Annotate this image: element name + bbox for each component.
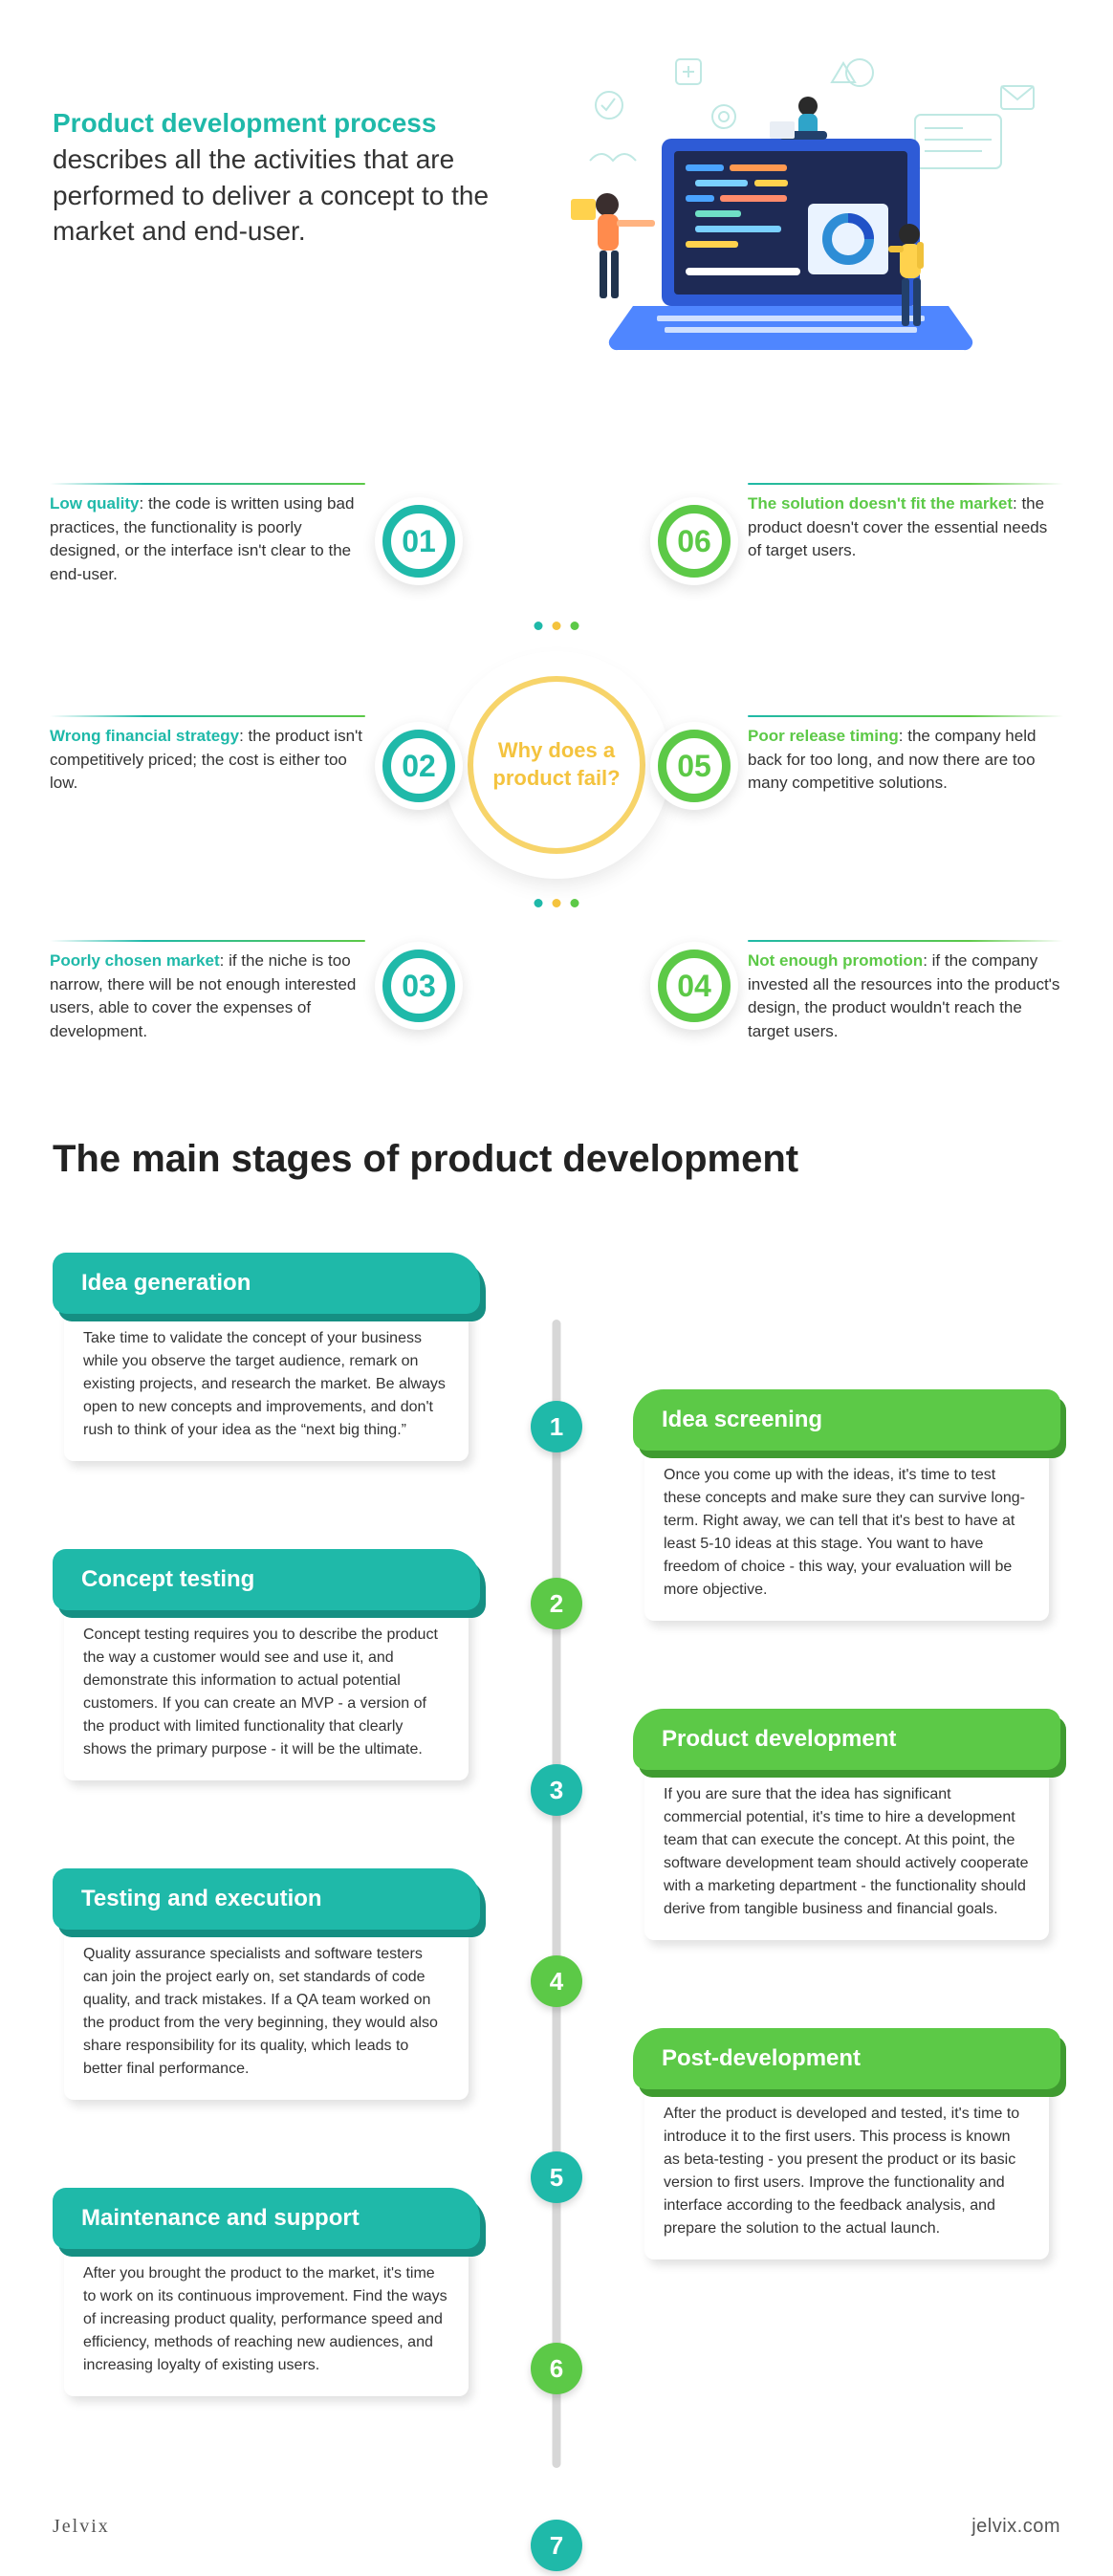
- fail-lead: Poorly chosen market: [50, 951, 220, 970]
- fail-item-01: Low quality: the code is written using b…: [50, 480, 365, 587]
- center-question: Why does a product fail?: [456, 665, 657, 865]
- fail-item-06: The solution doesn't fit the market: the…: [748, 480, 1063, 563]
- fail-lead: The solution doesn't fit the market: [748, 494, 1013, 513]
- fail-badge-02: 02: [375, 722, 463, 810]
- fail-lead: Not enough promotion: [748, 951, 923, 970]
- stage-body: Quality assurance specialists and softwa…: [64, 1922, 469, 2100]
- stage-n: 4: [550, 1967, 563, 1997]
- stage-n: 5: [550, 2163, 563, 2193]
- dots-bottom: [535, 899, 579, 907]
- fail-num: 03: [402, 969, 436, 1004]
- hero-text: Product development process describes al…: [53, 48, 512, 250]
- stage-num-4: 4: [531, 1955, 582, 2007]
- fail-num: 06: [677, 524, 711, 559]
- fail-badge-03: 03: [375, 942, 463, 1030]
- fail-num: 05: [677, 749, 711, 784]
- fail-item-02: Wrong financial strategy: the product is…: [50, 712, 365, 796]
- stage-n: 3: [550, 1776, 563, 1805]
- stage-num-1: 1: [531, 1401, 582, 1452]
- fail-lead: Wrong financial strategy: [50, 727, 239, 745]
- stage-body: After you brought the product to the mar…: [64, 2241, 469, 2396]
- stage-header: Idea generation: [53, 1253, 480, 1314]
- stages-title: The main stages of product development: [53, 1138, 1060, 1181]
- dots-top: [535, 622, 579, 630]
- stage-header: Testing and execution: [53, 1868, 480, 1930]
- hero-title-rest: describes all the activities that are pe…: [53, 144, 489, 247]
- fail-item-03: Poorly chosen market: if the niche is to…: [50, 937, 365, 1044]
- stage-header: Maintenance and support: [53, 2188, 480, 2249]
- stage-body: Concept testing requires you to describe…: [64, 1603, 469, 1780]
- stage-3: Concept testing Concept testing requires…: [53, 1549, 556, 1833]
- stage-4: Product development If you are sure that…: [556, 1709, 1060, 1993]
- fail-lead: Low quality: [50, 494, 140, 513]
- stage-7: Maintenance and support After you brough…: [53, 2188, 556, 2449]
- fail-badge-05: 05: [650, 722, 738, 810]
- stage-num-2: 2: [531, 1578, 582, 1629]
- stage-2: Idea screening Once you come up with the…: [556, 1389, 1060, 1673]
- stage-header: Concept testing: [53, 1549, 480, 1610]
- fail-badge-01: 01: [375, 497, 463, 585]
- hero-illustration: [540, 48, 1060, 411]
- fail-num: 01: [402, 524, 436, 559]
- stage-body: If you are sure that the idea has signif…: [644, 1762, 1049, 1940]
- fail-item-04: Not enough promotion: if the company inv…: [748, 937, 1063, 1044]
- stage-n: 2: [550, 1589, 563, 1619]
- fail-item-05: Poor release timing: the company held ba…: [748, 712, 1063, 796]
- stage-num-7: 7: [531, 2520, 582, 2571]
- stage-num-6: 6: [531, 2343, 582, 2394]
- stage-num-5: 5: [531, 2151, 582, 2203]
- stage-1: Idea generation Take time to validate th…: [53, 1253, 556, 1514]
- stage-body: Once you come up with the ideas, it's ti…: [644, 1443, 1049, 1621]
- fail-badge-04: 04: [650, 942, 738, 1030]
- stage-n: 7: [550, 2531, 563, 2561]
- stage-n: 6: [550, 2354, 563, 2384]
- stage-6: Post-development After the product is de…: [556, 2028, 1060, 2312]
- hero-title-accent: Product development process: [53, 108, 436, 138]
- footer-url: jelvix.com: [971, 2516, 1060, 2538]
- stage-header: Post-development: [633, 2028, 1060, 2089]
- center-question-text: Why does a product fail?: [456, 737, 657, 792]
- stage-body: After the product is developed and teste…: [644, 2082, 1049, 2259]
- hero-section: Product development process describes al…: [53, 48, 1060, 411]
- stage-header: Idea screening: [633, 1389, 1060, 1451]
- stage-num-3: 3: [531, 1764, 582, 1816]
- stage-body: Take time to validate the concept of you…: [64, 1306, 469, 1461]
- footer-brand: Jelvix: [53, 2516, 110, 2538]
- fail-badge-06: 06: [650, 497, 738, 585]
- stage-5: Testing and execution Quality assurance …: [53, 1868, 556, 2152]
- fail-lead: Poor release timing: [748, 727, 899, 745]
- stage-header: Product development: [633, 1709, 1060, 1770]
- fail-num: 04: [677, 969, 711, 1004]
- timeline: Idea generation Take time to validate th…: [53, 1233, 1060, 2487]
- fail-reasons: Why does a product fail? Low quality: th…: [53, 459, 1060, 1071]
- stage-n: 1: [550, 1412, 563, 1442]
- fail-num: 02: [402, 749, 436, 784]
